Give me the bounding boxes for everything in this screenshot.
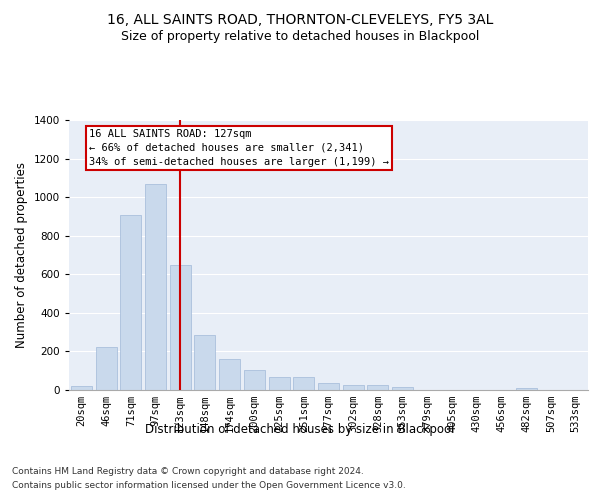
Bar <box>170 264 191 390</box>
Text: Size of property relative to detached houses in Blackpool: Size of property relative to detached ho… <box>121 30 479 43</box>
Bar <box>343 385 364 390</box>
Bar <box>293 376 314 390</box>
Bar <box>367 385 388 390</box>
Y-axis label: Number of detached properties: Number of detached properties <box>15 162 28 348</box>
Text: 16, ALL SAINTS ROAD, THORNTON-CLEVELEYS, FY5 3AL: 16, ALL SAINTS ROAD, THORNTON-CLEVELEYS,… <box>107 12 493 26</box>
Bar <box>244 370 265 390</box>
Bar <box>318 383 339 390</box>
Bar <box>194 335 215 390</box>
Bar <box>392 387 413 390</box>
Text: Distribution of detached houses by size in Blackpool: Distribution of detached houses by size … <box>145 422 455 436</box>
Bar <box>95 346 116 390</box>
Bar <box>219 359 240 390</box>
Bar <box>516 388 537 390</box>
Text: Contains HM Land Registry data © Crown copyright and database right 2024.: Contains HM Land Registry data © Crown c… <box>12 468 364 476</box>
Bar <box>71 386 92 390</box>
Text: Contains public sector information licensed under the Open Government Licence v3: Contains public sector information licen… <box>12 481 406 490</box>
Bar <box>269 376 290 390</box>
Bar <box>120 214 141 390</box>
Text: 16 ALL SAINTS ROAD: 127sqm
← 66% of detached houses are smaller (2,341)
34% of s: 16 ALL SAINTS ROAD: 127sqm ← 66% of deta… <box>89 128 389 166</box>
Bar <box>145 184 166 390</box>
